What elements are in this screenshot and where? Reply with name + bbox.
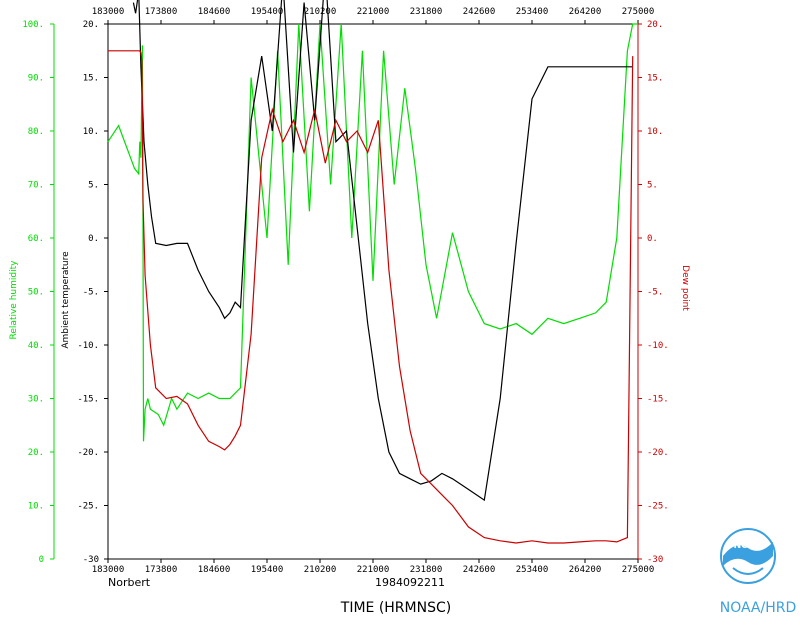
x-top-tick-label: 264200	[569, 7, 602, 17]
x-top-tick-label: 253400	[516, 7, 549, 17]
temperature-tick-label: 20.	[83, 20, 99, 30]
x-tick-label: 210200	[304, 565, 337, 575]
dewpoint-tick-label: 5.	[647, 181, 658, 191]
series-line-td	[108, 50, 634, 544]
x-tick-label: 221000	[357, 565, 390, 575]
temperature-tick-label: -25.	[77, 502, 99, 512]
x-tick-label: 183000	[92, 565, 125, 575]
credit-label: NOAA/HRD	[720, 600, 797, 616]
x-axis-title: TIME (HRMNSC)	[340, 600, 451, 616]
data-series	[107, 0, 638, 544]
x-tick-label: 184600	[198, 565, 231, 575]
x-tick-label: 195400	[251, 565, 284, 575]
x-tick-label: 173800	[145, 565, 178, 575]
x-top-tick-label: 184600	[198, 7, 231, 17]
x-tick-label: 275000	[622, 565, 655, 575]
temperature-axis-title: Ambient temperature	[61, 251, 71, 349]
x-top-tick-label: 242600	[463, 7, 496, 17]
temperature-tick-label: -5.	[83, 288, 99, 298]
dewpoint-tick-label: -5.	[647, 288, 663, 298]
temperature-tick-label: 5.	[88, 181, 99, 191]
x-top-tick-label: 183000	[92, 7, 125, 17]
svg-text:NOAA: NOAA	[734, 541, 763, 551]
storm-name: Norbert	[108, 576, 151, 589]
x-tick-label: 253400	[516, 565, 549, 575]
rh-tick-label: 0	[39, 555, 44, 565]
temperature-tick-label: -15.	[77, 395, 99, 405]
dewpoint-tick-label: 20.	[647, 20, 663, 30]
temperature-tick-label: 15.	[83, 74, 99, 84]
dewpoint-tick-label: -30	[647, 555, 663, 565]
x-top-tick-label: 210200	[304, 7, 337, 17]
rh-tick-label: 30.	[28, 395, 44, 405]
rh-tick-label: 80.	[28, 127, 44, 137]
x-top-tick-label: 221000	[357, 7, 390, 17]
rh-tick-label: 20.	[28, 448, 44, 458]
rh-tick-label: 60.	[28, 234, 44, 244]
x-top-tick-label: 231800	[410, 7, 443, 17]
dewpoint-tick-label: -10.	[647, 341, 669, 351]
x-top-tick-label: 195400	[251, 7, 284, 17]
plot-frame	[107, 23, 639, 560]
rh-tick-label: 40.	[28, 341, 44, 351]
dewpoint-tick-label: 0.	[647, 234, 658, 244]
dewpoint-tick-label: -25.	[647, 502, 669, 512]
axis-ticks: 183000 173800 184600 195400 210200 221000 2318…	[22, 7, 668, 575]
temperature-tick-label: -30	[83, 555, 99, 565]
date-id: 1984092211	[375, 576, 445, 589]
x-tick-label: 264200	[569, 565, 602, 575]
series-line-t	[132, 0, 633, 502]
x-top-tick-label: 173800	[145, 7, 178, 17]
rh-tick-label: 90.	[28, 74, 44, 84]
rh-tick-label: 50.	[28, 288, 44, 298]
temperature-tick-label: -20.	[77, 448, 99, 458]
x-tick-label: 242600	[463, 565, 496, 575]
x-tick-label: 231800	[410, 565, 443, 575]
series-line-rh	[107, 23, 638, 442]
temperature-tick-label: 0.	[88, 234, 99, 244]
dewpoint-axis-title: Dew point	[680, 265, 690, 311]
rh-tick-label: 70.	[28, 181, 44, 191]
rh-tick-label: 100.	[22, 20, 44, 30]
dewpoint-tick-label: -15.	[647, 395, 669, 405]
rh-axis-title: Relative humidity	[9, 260, 19, 340]
x-top-tick-label: 275000	[622, 7, 655, 17]
dewpoint-tick-label: 10.	[647, 127, 663, 137]
rh-tick-label: 10.	[28, 502, 44, 512]
temperature-tick-label: 10.	[83, 127, 99, 137]
temperature-tick-label: -10.	[77, 341, 99, 351]
dewpoint-tick-label: -20.	[647, 448, 669, 458]
noaa-logo: NOAA	[720, 528, 776, 584]
dewpoint-tick-label: 15.	[647, 74, 663, 84]
